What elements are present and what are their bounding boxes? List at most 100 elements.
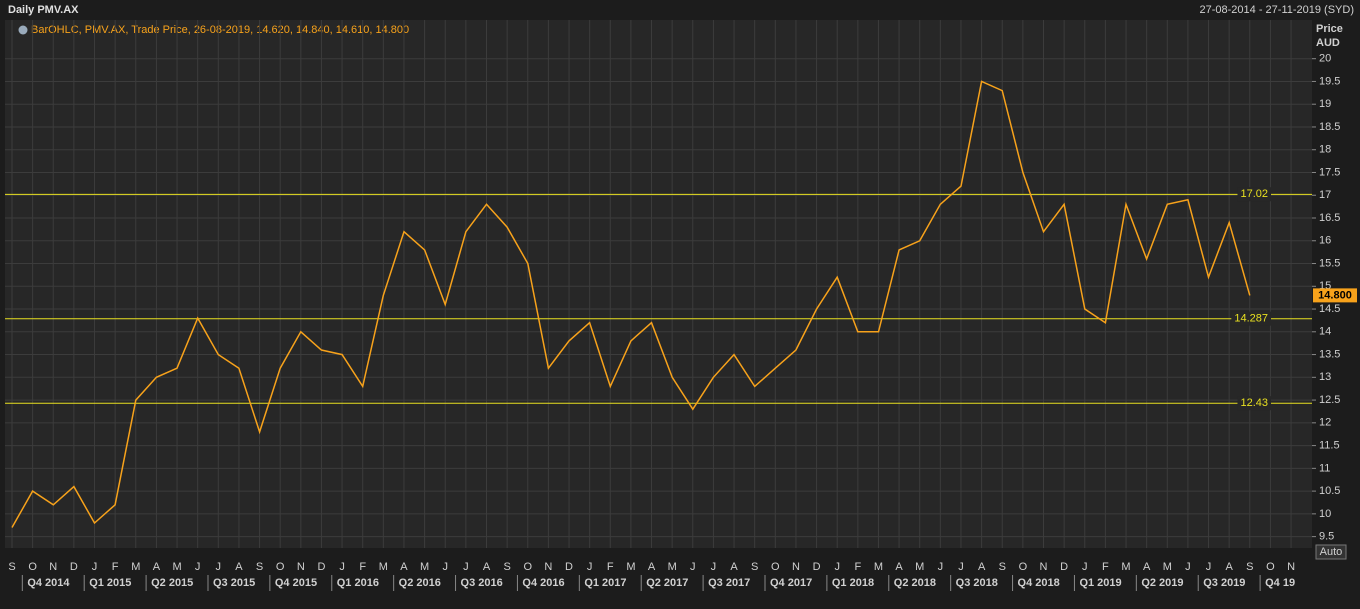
- y-tick-label: 20: [1319, 53, 1331, 65]
- y-tick-label: 13.5: [1319, 348, 1340, 360]
- quarter-label: Q1 2016: [337, 577, 379, 589]
- y-tick-label: 14.5: [1319, 303, 1340, 315]
- quarter-label: Q4 2014: [27, 577, 70, 589]
- quarter-label: Q4 2016: [522, 577, 564, 589]
- x-tick-label: F: [1102, 561, 1109, 573]
- x-tick-label: M: [1163, 561, 1172, 573]
- x-tick-label: O: [523, 561, 532, 573]
- last-price-label: 14.800: [1318, 289, 1352, 301]
- reference-label-bg: [1237, 187, 1271, 202]
- y-tick-label: 12.5: [1319, 394, 1340, 406]
- x-tick-label: A: [895, 561, 903, 573]
- y-tick-label: 16.5: [1319, 212, 1340, 224]
- y-tick-label: 14: [1319, 326, 1331, 338]
- x-tick-label: N: [1287, 561, 1295, 573]
- reference-label-bg: [1237, 396, 1271, 411]
- quarter-label: Q2 2018: [894, 577, 936, 589]
- y-tick-label: 10.5: [1319, 485, 1340, 497]
- y-tick-label: 19: [1319, 98, 1331, 110]
- x-tick-label: J: [1206, 561, 1212, 573]
- x-tick-label: J: [339, 561, 345, 573]
- x-tick-label: J: [711, 561, 717, 573]
- x-tick-label: A: [1225, 561, 1233, 573]
- x-tick-label: N: [1040, 561, 1048, 573]
- x-tick-label: A: [483, 561, 491, 573]
- y-tick-label: 13: [1319, 371, 1331, 383]
- auto-button[interactable]: [1315, 544, 1347, 560]
- date-range: 27-08-2014 - 27-11-2019 (SYD): [1200, 4, 1355, 16]
- x-tick-label: J: [587, 561, 593, 573]
- x-tick-label: F: [112, 561, 119, 573]
- x-tick-label: S: [503, 561, 510, 573]
- y-tick-label: 11: [1319, 462, 1330, 474]
- x-tick-label: M: [668, 561, 677, 573]
- y-tick-label: 18.5: [1319, 121, 1340, 133]
- x-tick-label: D: [70, 561, 78, 573]
- x-tick-label: S: [999, 561, 1006, 573]
- quarter-label: Q2 2019: [1141, 577, 1183, 589]
- x-axis-area: [5, 555, 1312, 605]
- x-tick-label: F: [359, 561, 366, 573]
- x-tick-label: O: [1019, 561, 1028, 573]
- reference-label: 12.43: [1240, 397, 1268, 409]
- quarter-label: Q1 2018: [832, 577, 874, 589]
- x-tick-label: J: [92, 561, 98, 573]
- y-tick-label: 15.5: [1319, 257, 1340, 269]
- y-tick-label: 10: [1319, 508, 1331, 520]
- legend-icon: [18, 25, 28, 35]
- y-axis-unit: AUD: [1316, 37, 1340, 49]
- x-tick-label: N: [49, 561, 57, 573]
- x-tick-label: J: [1185, 561, 1191, 573]
- y-tick-label: 17.5: [1319, 166, 1340, 178]
- x-tick-label: M: [874, 561, 883, 573]
- x-tick-label: O: [28, 561, 37, 573]
- quarter-label: Q3 2018: [956, 577, 998, 589]
- x-tick-label: J: [1082, 561, 1088, 573]
- y-tick-label: 18: [1319, 144, 1331, 156]
- reference-label: 14.287: [1234, 313, 1268, 325]
- x-tick-label: A: [730, 561, 738, 573]
- x-tick-label: D: [1060, 561, 1068, 573]
- x-tick-label: S: [1246, 561, 1253, 573]
- y-tick-label: 12: [1319, 417, 1331, 429]
- price-line: [11, 80, 1251, 528]
- quarter-label: Q4 2017: [770, 577, 812, 589]
- x-tick-label: M: [379, 561, 388, 573]
- x-tick-label: N: [544, 561, 552, 573]
- x-tick-label: D: [317, 561, 325, 573]
- quarter-label: Q4 2018: [1018, 577, 1060, 589]
- x-tick-label: J: [442, 561, 448, 573]
- x-tick-label: M: [915, 561, 924, 573]
- legend-entry: BarOHLC, PMV.AX, Trade Price, 26-08-2019…: [31, 24, 409, 36]
- x-tick-label: M: [626, 561, 635, 573]
- x-tick-label: S: [256, 561, 263, 573]
- x-tick-label: A: [978, 561, 986, 573]
- x-tick-label: S: [8, 561, 15, 573]
- x-tick-label: J: [834, 561, 840, 573]
- x-tick-label: A: [400, 561, 408, 573]
- chart-title: Daily PMV.AX: [8, 4, 79, 16]
- y-tick-label: 19.5: [1319, 75, 1340, 87]
- x-tick-label: M: [172, 561, 181, 573]
- y-axis-title: Price: [1316, 23, 1343, 35]
- x-tick-label: O: [1266, 561, 1275, 573]
- quarter-label: Q2 2017: [646, 577, 688, 589]
- x-tick-label: N: [297, 561, 305, 573]
- x-tick-label: J: [463, 561, 469, 573]
- auto-button-label[interactable]: Auto: [1320, 546, 1343, 558]
- x-tick-label: A: [648, 561, 656, 573]
- quarter-label: Q3 2017: [708, 577, 750, 589]
- x-tick-label: J: [690, 561, 696, 573]
- quarter-label: Q4 2015: [275, 577, 317, 589]
- x-tick-label: J: [216, 561, 222, 573]
- x-tick-label: D: [565, 561, 573, 573]
- quarter-label: Q3 2019: [1203, 577, 1245, 589]
- y-tick-label: 9.5: [1319, 531, 1334, 543]
- x-tick-label: O: [771, 561, 780, 573]
- quarter-label: Q3 2016: [461, 577, 503, 589]
- quarter-label: Q3 2015: [213, 577, 255, 589]
- quarter-label: Q1 2019: [1079, 577, 1121, 589]
- x-tick-label: J: [938, 561, 944, 573]
- last-price-tag: [1313, 288, 1357, 303]
